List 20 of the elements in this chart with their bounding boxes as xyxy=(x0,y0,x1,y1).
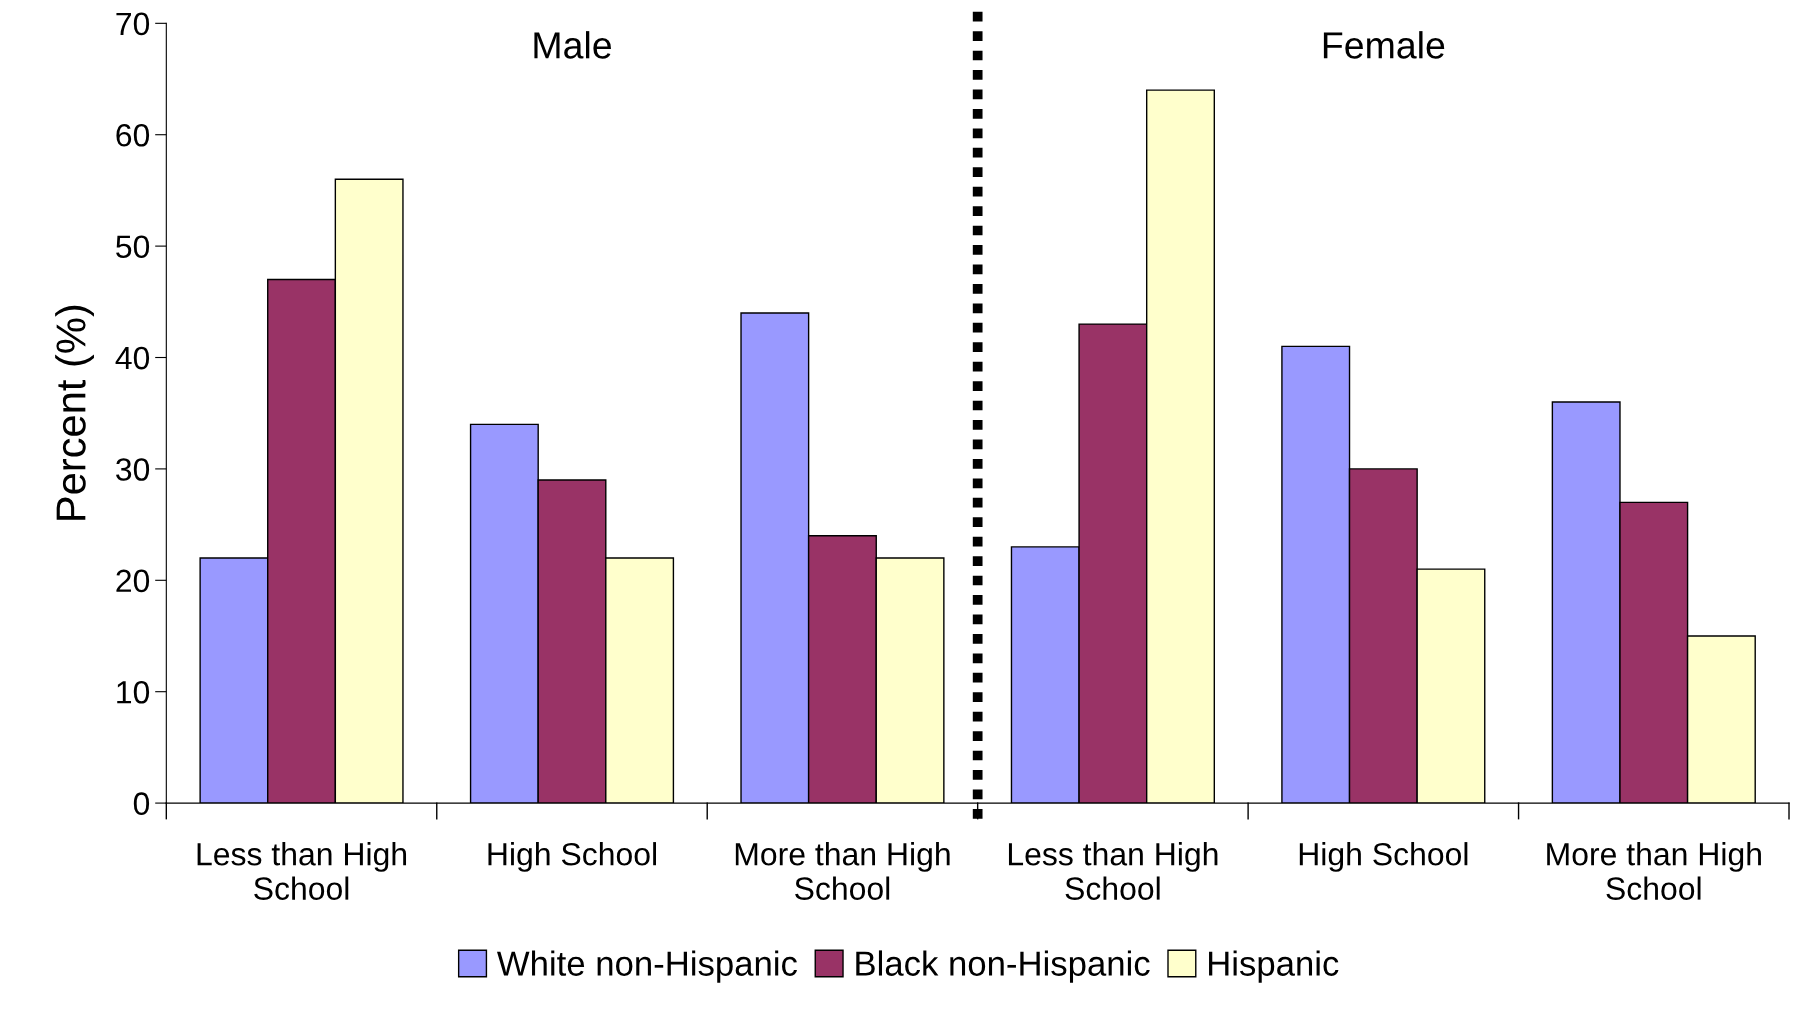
y-tick-label: 60 xyxy=(116,123,150,147)
y-tick-label: 40 xyxy=(115,346,150,370)
x-tick-label: High School xyxy=(1299,842,1468,872)
legend-label: Black non-Hispanic xyxy=(856,950,1150,983)
annotation: Female xyxy=(1323,31,1445,59)
legend-label: Hispanic xyxy=(1209,950,1339,983)
x-tick-label: Less than High School xyxy=(1008,842,1218,900)
y-tick-label: 70 xyxy=(116,12,150,36)
x-tick-label: More than High School xyxy=(735,842,950,900)
x-tick-label: More than High School xyxy=(1547,842,1761,900)
y-tick-label: 20 xyxy=(116,569,150,593)
y-tick-label: 10 xyxy=(117,680,150,704)
legend-label: White non-Hispanic xyxy=(497,950,797,983)
y-tick-label: 50 xyxy=(116,235,150,258)
x-tick-label: Less than High School xyxy=(197,842,407,900)
x-tick-label: High School xyxy=(488,842,656,872)
y-tick-label: 0 xyxy=(133,792,150,815)
annotation: Male xyxy=(534,31,611,59)
y-axis-title: Percent (%) xyxy=(55,305,94,520)
y-tick-label: 30 xyxy=(116,458,150,481)
